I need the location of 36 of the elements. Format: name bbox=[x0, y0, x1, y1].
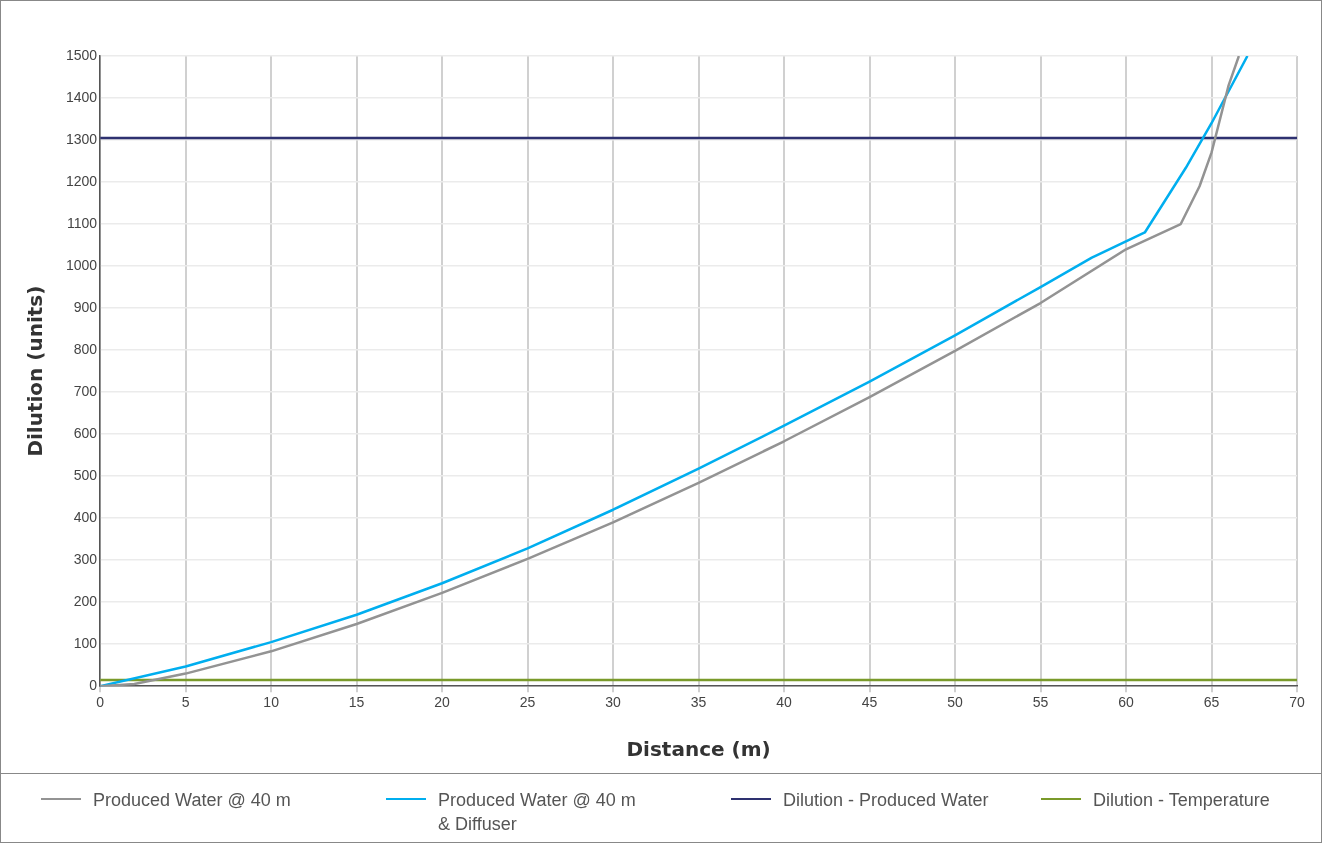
y-tick-label: 100 bbox=[73, 635, 98, 652]
x-tick-label: 55 bbox=[1032, 694, 1049, 711]
legend-label: Dilution - Temperature bbox=[1093, 789, 1270, 812]
x-tick-label: 25 bbox=[519, 694, 536, 711]
y-tick-label: 900 bbox=[73, 298, 98, 315]
x-tick-label: 10 bbox=[263, 694, 280, 711]
y-tick-label: 0 bbox=[89, 677, 98, 694]
y-tick-label: 600 bbox=[73, 424, 98, 441]
x-tick-label: 60 bbox=[1118, 694, 1135, 711]
x-tick-label: 50 bbox=[947, 694, 964, 711]
x-tick-label: 40 bbox=[776, 694, 793, 711]
x-tick-label: 20 bbox=[434, 694, 451, 711]
y-tick-label: 1400 bbox=[65, 88, 98, 105]
y-tick-label: 1000 bbox=[65, 256, 98, 273]
y-tick-label: 1100 bbox=[67, 214, 98, 231]
y-tick-label: 300 bbox=[73, 551, 98, 568]
legend-label: Produced Water @ 40 m bbox=[93, 789, 291, 812]
x-tick-label: 45 bbox=[861, 694, 878, 711]
x-tick-label: 5 bbox=[181, 694, 190, 711]
y-axis-title: Dilution (units) bbox=[23, 285, 48, 457]
x-tick-label: 65 bbox=[1203, 694, 1220, 711]
y-tick-label: 1200 bbox=[65, 172, 98, 189]
legend-label: Dilution - Produced Water bbox=[783, 789, 989, 812]
x-tick-label: 35 bbox=[690, 694, 707, 711]
y-tick-label: 1300 bbox=[65, 130, 98, 147]
x-tick-label: 15 bbox=[348, 694, 365, 711]
x-tick-label: 70 bbox=[1289, 694, 1305, 711]
y-tick-label: 500 bbox=[73, 466, 98, 483]
y-tick-label: 200 bbox=[73, 593, 98, 610]
x-axis-title: Distance (m) bbox=[626, 737, 771, 762]
y-tick-label: 400 bbox=[73, 509, 98, 526]
y-tick-label: 1500 bbox=[65, 46, 98, 63]
y-tick-label: 800 bbox=[73, 340, 98, 357]
legend-label: Produced Water @ 40 m & Diffuser bbox=[438, 789, 636, 836]
x-tick-label: 30 bbox=[605, 694, 622, 711]
y-tick-label: 700 bbox=[73, 382, 98, 399]
